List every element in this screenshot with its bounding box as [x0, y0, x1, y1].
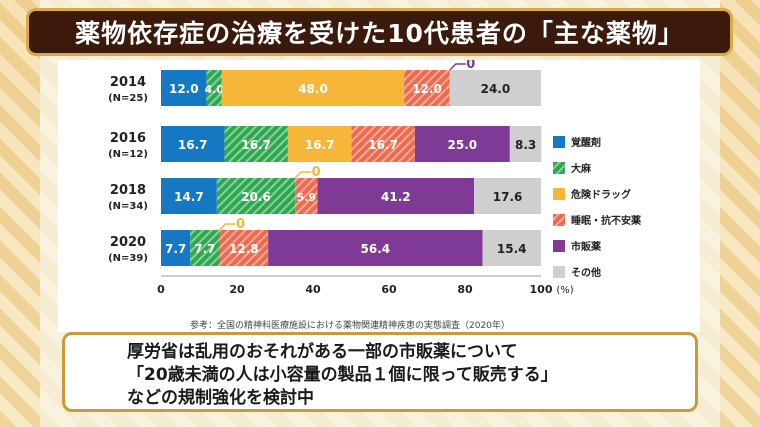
- bar-segment-2018-市販薬: [317, 178, 475, 214]
- x-tick-label-20: 20: [229, 283, 245, 296]
- legend-label-睡眠・抗不安薬: 睡眠・抗不安薬: [571, 214, 642, 227]
- value-label-2020-覚醒剤: 7.7: [165, 242, 186, 256]
- caption-line-1: 厚労省は乱用のおそれがある一部の市販薬について: [127, 342, 518, 362]
- bar-segment-2020-睡眠・抗不安薬: [219, 230, 269, 266]
- value-label-2018-市販薬: 41.2: [381, 190, 411, 204]
- value-label-2020-その他: 15.4: [497, 242, 527, 256]
- value-label-2018-睡眠・抗不安薬: 5.9: [297, 191, 317, 204]
- bar-segment-2018-大麻: [216, 178, 296, 214]
- value-label-2016-市販薬: 25.0: [448, 138, 478, 152]
- bar-segment-2018-睡眠・抗不安薬: [295, 178, 318, 214]
- bar-segment-2014-睡眠・抗不安薬: [404, 70, 450, 106]
- value-label-2016-その他: 8.3: [515, 138, 536, 152]
- value-label-2014-その他: 24.0: [481, 82, 511, 96]
- zero-callout-label-2020: 0: [236, 217, 245, 232]
- bar-segment-2016-危険ドラッグ: [287, 126, 352, 162]
- bar-segment-2016-大麻: [224, 126, 288, 162]
- legend-swatch-市販薬: [553, 240, 565, 252]
- value-label-2016-覚醒剤: 16.7: [178, 138, 208, 152]
- bar-segment-2014-大麻: [206, 70, 222, 106]
- bar-segment-2014-その他: [449, 70, 541, 106]
- bar-segment-2016-睡眠・抗不安薬: [351, 126, 415, 162]
- value-label-2014-覚醒剤: 12.0: [169, 82, 199, 96]
- left-frame-decoration: [0, 0, 40, 427]
- legend-label-市販薬: 市販薬: [571, 240, 602, 253]
- year-label-2016: 2016: [110, 131, 146, 146]
- legend-swatch-睡眠・抗不安薬: [553, 214, 565, 226]
- sample-size-label-2016: (N=12): [108, 149, 148, 160]
- caption-line-2: 「20歳未満の人は小容量の製品１個に限って販売する」: [127, 365, 558, 385]
- bar-segment-2014-覚醒剤: [161, 70, 207, 106]
- x-tick-label-60: 60: [381, 283, 397, 296]
- bar-segment-2016-その他: [509, 126, 542, 162]
- legend-label-大麻: 大麻: [571, 162, 592, 175]
- legend-swatch-大麻: [553, 162, 565, 174]
- legend-swatch-覚醒剤: [553, 136, 565, 148]
- chart-title: 薬物依存症の治療を受けた10代患者の「主な薬物」: [75, 19, 684, 48]
- stacked-bar-chart: 2014 (N=25) 12.0 4.0 48.0 12.0 24.0 2016 (N=12) 1…: [108, 57, 642, 296]
- year-label-2014: 2014: [110, 75, 146, 90]
- bar-segment-2018-覚醒剤: [161, 178, 217, 214]
- title-banner: 薬物依存症の治療を受けた10代患者の「主な薬物」: [26, 8, 733, 56]
- zero-callout-label-2014: 0: [466, 60, 475, 72]
- chart-panel: 2014 (N=25) 12.0 4.0 48.0 12.0 24.0 2016 (N=12) 1…: [58, 57, 700, 332]
- zero-callout-line-2020: [218, 223, 236, 231]
- bar-segment-2020-市販薬: [268, 230, 483, 266]
- zero-callout-label-2018: 0: [312, 165, 321, 180]
- legend-label-覚醒剤: 覚醒剤: [571, 136, 601, 149]
- sample-size-label-2018: (N=34): [108, 201, 148, 212]
- caption-line-3: などの規制強化を検討中: [127, 388, 314, 408]
- bar-segment-2018-その他: [474, 178, 541, 214]
- bar-segment-2020-覚醒剤: [161, 230, 191, 266]
- x-tick-label-80: 80: [457, 283, 473, 296]
- right-frame-decoration: [720, 0, 760, 427]
- source-note: 参考：全国の精神科医療施設における薬物関連精神疾患の実態調査（2020年）: [190, 321, 510, 331]
- year-label-2020: 2020: [110, 235, 146, 250]
- legend-swatch-その他: [553, 266, 565, 278]
- bar-segment-2020-大麻: [190, 230, 220, 266]
- sample-size-label-2020: (N=39): [108, 253, 148, 264]
- bar-segment-2016-覚醒剤: [161, 126, 225, 162]
- value-label-2014-大麻: 4.0: [204, 83, 224, 96]
- x-axis-unit: (%): [556, 285, 573, 296]
- x-tick-label-40: 40: [305, 283, 321, 296]
- value-label-2018-その他: 17.6: [493, 190, 523, 204]
- caption-box: 厚労省は乱用のおそれがある一部の市販薬について 「20歳未満の人は小容量の製品１…: [62, 332, 698, 412]
- value-label-2014-危険ドラッグ: 48.0: [298, 82, 328, 96]
- value-label-2018-大麻: 20.6: [241, 190, 271, 204]
- value-label-2016-睡眠・抗不安薬: 16.7: [368, 138, 398, 152]
- year-label-2018: 2018: [110, 183, 146, 198]
- zero-callout-line-2018: [294, 171, 312, 179]
- legend-label-その他: その他: [571, 266, 601, 279]
- bar-segment-2020-その他: [482, 230, 541, 266]
- value-label-2018-覚醒剤: 14.7: [174, 190, 204, 204]
- value-label-2016-大麻: 16.7: [241, 138, 271, 152]
- bar-segment-2016-市販薬: [414, 126, 510, 162]
- value-label-2014-睡眠・抗不安薬: 12.0: [412, 82, 442, 96]
- bar-segment-2014-危険ドラッグ: [221, 70, 405, 106]
- sample-size-label-2014: (N=25): [108, 93, 148, 104]
- value-label-2020-大麻: 7.7: [194, 242, 215, 256]
- value-label-2016-危険ドラッグ: 16.7: [305, 138, 335, 152]
- value-label-2020-睡眠・抗不安薬: 12.8: [229, 242, 259, 256]
- legend-label-危険ドラッグ: 危険ドラッグ: [571, 188, 631, 201]
- legend-swatch-危険ドラッグ: [553, 188, 565, 200]
- x-tick-label-0: 0: [157, 283, 165, 296]
- zero-callout-line-2014: [449, 63, 466, 71]
- x-tick-label-100: 100: [530, 283, 553, 296]
- value-label-2020-市販薬: 56.4: [361, 242, 391, 256]
